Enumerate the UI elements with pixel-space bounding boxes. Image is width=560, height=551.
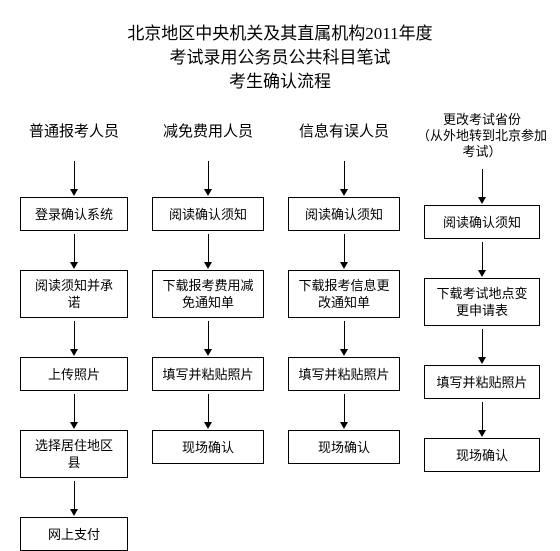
column-header: 更改考试省份 （从外地转到北京参加考试） xyxy=(414,112,550,160)
arrow-down-icon xyxy=(204,234,212,269)
flow-node: 阅读确认须知 xyxy=(152,197,264,231)
flow-node: 下载考试地点变 更申请表 xyxy=(424,278,540,326)
column-header: 信息有误人员 xyxy=(278,112,410,152)
arrow-down-icon xyxy=(70,161,78,196)
flow-node: 现场确认 xyxy=(288,430,400,464)
flow-node: 阅读须知并承诺 xyxy=(20,270,128,318)
flow-node: 登录确认系统 xyxy=(20,197,128,231)
arrow-down-icon xyxy=(340,394,348,429)
flow-column-2: 信息有误人员阅读确认须知下载报考信息更 改通知单填写并粘贴照片现场确认 xyxy=(288,112,400,464)
arrow-down-icon xyxy=(70,321,78,356)
arrow-down-icon xyxy=(204,161,212,196)
flow-node: 填写并粘贴照片 xyxy=(424,365,540,399)
flow-node: 阅读确认须知 xyxy=(424,205,540,239)
arrow-down-icon xyxy=(340,234,348,269)
arrow-down-icon xyxy=(340,321,348,356)
flow-column-0: 普通报考人员登录确认系统阅读须知并承诺上传照片选择居住地区县网上支付 xyxy=(20,112,128,551)
flow-node: 下载报考费用减 免通知单 xyxy=(152,270,264,318)
arrow-down-icon xyxy=(478,329,486,364)
title-block: 北京地区中央机关及其直属机构2011年度 考试录用公务员公共科目笔试 考生确认流… xyxy=(0,0,560,112)
title-line-3: 考生确认流程 xyxy=(0,70,560,94)
flow-column-1: 减免费用人员阅读确认须知下载报考费用减 免通知单填写并粘贴照片现场确认 xyxy=(152,112,264,464)
arrow-down-icon xyxy=(204,321,212,356)
flow-column-3: 更改考试省份 （从外地转到北京参加考试）阅读确认须知下载考试地点变 更申请表填写… xyxy=(424,112,540,472)
arrow-down-icon xyxy=(70,481,78,516)
column-header: 普通报考人员 xyxy=(10,112,138,152)
flow-node: 阅读确认须知 xyxy=(288,197,400,231)
flow-node: 现场确认 xyxy=(152,430,264,464)
flow-node: 填写并粘贴照片 xyxy=(152,357,264,391)
title-line-1: 北京地区中央机关及其直属机构2011年度 xyxy=(0,22,560,46)
flow-node: 选择居住地区县 xyxy=(20,430,128,478)
arrow-down-icon xyxy=(70,234,78,269)
flow-node: 上传照片 xyxy=(20,357,128,391)
arrow-down-icon xyxy=(478,402,486,437)
arrow-down-icon xyxy=(204,394,212,429)
arrow-down-icon xyxy=(478,169,486,204)
column-header: 减免费用人员 xyxy=(142,112,274,152)
flow-node: 现场确认 xyxy=(424,438,540,472)
flowchart-columns: 普通报考人员登录确认系统阅读须知并承诺上传照片选择居住地区县网上支付 减免费用人员… xyxy=(0,112,560,551)
flow-node: 下载报考信息更 改通知单 xyxy=(288,270,400,318)
arrow-down-icon xyxy=(340,161,348,196)
title-line-2: 考试录用公务员公共科目笔试 xyxy=(0,46,560,70)
arrow-down-icon xyxy=(70,394,78,429)
flow-node: 网上支付 xyxy=(20,517,128,551)
arrow-down-icon xyxy=(478,242,486,277)
flow-node: 填写并粘贴照片 xyxy=(288,357,400,391)
